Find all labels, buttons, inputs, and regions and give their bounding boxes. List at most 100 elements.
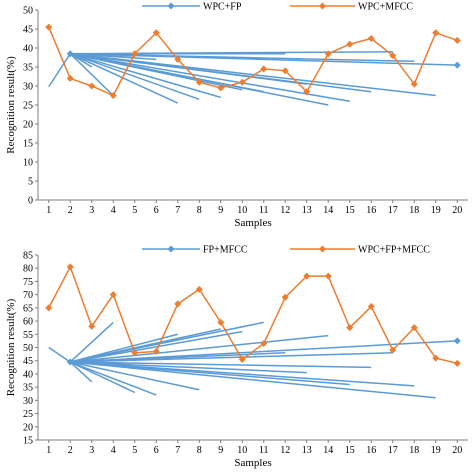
series-wpc-mfcc-point <box>281 67 289 75</box>
top-y-axis-title: Recognition result(%) <box>5 56 17 154</box>
series-wpc-fp-point <box>66 50 74 58</box>
bottom-x-tick-label: 12 <box>280 445 290 456</box>
top-legend-label-wpc-mfcc: WPC+MFCC <box>358 2 413 13</box>
series-fp-mfcc-point <box>66 358 74 366</box>
bottom-x-tick-label: 3 <box>89 445 94 456</box>
top-y-tick-label: 5 <box>28 177 33 188</box>
bottom-x-tick-label: 8 <box>197 445 202 456</box>
series-fp-mfcc-segment <box>70 321 264 363</box>
bottom-x-tick-label: 15 <box>345 445 355 456</box>
bottom-y-tick-labels: 15 20 25 30 35 40 45 50 55 60 65 70 75 80 85 <box>23 251 38 447</box>
bottom-x-tick-label: 18 <box>409 445 419 456</box>
series-wpc-mfcc-point <box>367 35 375 42</box>
series-wpc-fp-mfcc-point <box>152 347 160 355</box>
series-wpc-mfcc-line <box>48 26 458 97</box>
series-wpc-fp-segment <box>48 53 71 88</box>
series-wpc-fp-segment <box>70 52 350 102</box>
top-x-tick-label: 2 <box>68 205 73 216</box>
series-wpc-fp-mfcc-point <box>238 355 246 363</box>
top-y-tick-label: 30 <box>23 82 33 93</box>
bottom-x-axis-title: Samples <box>234 457 271 469</box>
series-wpc-mfcc-point <box>410 80 418 88</box>
bottom-y-tick-label: 35 <box>23 383 33 394</box>
top-legend-item-wpc-fp: WPC+FP <box>142 2 242 13</box>
top-x-tick-label: 15 <box>345 205 355 216</box>
bottom-y-tick-label: 15 <box>23 436 33 447</box>
top-x-tick-label: 5 <box>132 205 137 216</box>
top-y-tick-label: 35 <box>23 63 33 74</box>
series-wpc-fp-mfcc-point <box>217 318 225 326</box>
series-wpc-fp-mfcc-line <box>48 265 458 365</box>
bottom-y-tick-label: 80 <box>23 264 33 275</box>
bottom-x-tick-labels: 1 2 3 4 5 6 7 8 9 10 11 12 13 14 15 16 17 18 19 20 <box>46 440 462 456</box>
top-x-tick-label: 10 <box>237 205 247 216</box>
bottom-y-tick-label: 60 <box>23 317 33 328</box>
bottom-x-tick-label: 14 <box>323 445 333 456</box>
series-wpc-fp-segment <box>70 51 393 55</box>
bottom-x-tick-label: 4 <box>111 445 116 456</box>
series-wpc-fp-segment <box>70 52 221 99</box>
series-wpc-mfcc-point <box>195 78 203 86</box>
bottom-y-tick-label: 85 <box>23 251 33 262</box>
bottom-x-tick-label: 17 <box>388 445 398 456</box>
series-fp-mfcc-segment <box>48 346 71 363</box>
legend-diamond-marker <box>319 245 326 253</box>
top-y-tick-label: 0 <box>28 196 33 207</box>
bottom-x-tick-label: 2 <box>68 445 73 456</box>
top-x-tick-label: 12 <box>280 205 290 216</box>
series-wpc-fp-mfcc-point <box>109 291 117 299</box>
series-fp-mfcc-segment <box>69 321 114 363</box>
top-x-tick-label: 20 <box>452 205 462 216</box>
series-wpc-fp-mfcc-point <box>174 300 182 308</box>
bottom-x-tick-label: 10 <box>237 445 247 456</box>
top-x-tick-label: 19 <box>431 205 441 216</box>
bottom-y-tick-label: 75 <box>23 277 33 288</box>
series-wpc-fp-mfcc-point <box>45 304 53 312</box>
series-wpc-fp-mfcc-point <box>389 346 397 354</box>
top-x-axis-title: Samples <box>234 217 271 229</box>
bottom-x-tick-label: 6 <box>154 445 159 456</box>
bottom-x-tick-label: 7 <box>175 445 180 456</box>
top-legend: WPC+FP WPC+MFCC <box>142 2 413 13</box>
bottom-legend-item-wpc-fp-mfcc: WPC+FP+MFCC <box>290 245 430 256</box>
bottom-legend-label-wpc-fp-mfcc: WPC+FP+MFCC <box>358 245 430 256</box>
series-wpc-fp-mfcc-point <box>346 324 354 332</box>
bottom-x-tick-label: 20 <box>452 445 462 456</box>
bottom-y-tick-label: 40 <box>23 369 33 380</box>
top-y-tick-label: 25 <box>23 101 33 112</box>
series-wpc-mfcc-point <box>174 55 182 63</box>
series-wpc-fp-mfcc-point <box>260 340 268 348</box>
top-x-tick-label: 8 <box>197 205 202 216</box>
bottom-x-tick-label: 1 <box>46 445 51 456</box>
series-wpc-fp-mfcc-point <box>88 322 96 330</box>
bottom-legend: FP+MFCC WPC+FP+MFCC <box>142 245 430 256</box>
top-y-tick-label: 15 <box>23 139 33 150</box>
bottom-x-tick-label: 11 <box>259 445 269 456</box>
bottom-y-tick-label: 50 <box>23 343 33 354</box>
bottom-x-tick-label: 5 <box>132 445 137 456</box>
series-wpc-mfcc-point <box>131 50 139 58</box>
series-wpc-fp-mfcc-point <box>195 285 203 293</box>
series-fp-mfcc-segment <box>70 334 329 363</box>
series-fp-mfcc-segment <box>70 330 243 363</box>
bottom-legend-label-fp-mfcc: FP+MFCC <box>203 245 248 256</box>
top-x-tick-label: 13 <box>302 205 312 216</box>
series-wpc-fp-mfcc-point <box>281 293 289 301</box>
series-fp-mfcc-segment <box>69 361 136 394</box>
series-fp-mfcc-segment <box>70 361 372 369</box>
legend-diamond-marker <box>319 2 326 10</box>
series-wpc-mfcc-point <box>88 82 96 90</box>
series-wpc-mfcc-point <box>217 84 225 92</box>
series-wpc-mfcc-point <box>66 74 74 82</box>
bottom-x-tick-label: 19 <box>431 445 441 456</box>
series-wpc-fp-mfcc-point <box>432 354 440 362</box>
top-y-tick-label: 45 <box>23 25 33 36</box>
top-y-tick-label: 20 <box>23 120 33 131</box>
bottom-y-tick-label: 65 <box>23 303 33 314</box>
series-wpc-mfcc-point <box>45 23 53 31</box>
series-wpc-mfcc-point <box>453 36 461 44</box>
top-x-tick-label: 17 <box>388 205 398 216</box>
series-wpc-mfcc-point <box>260 65 268 73</box>
bottom-y-tick-label: 45 <box>23 356 33 367</box>
